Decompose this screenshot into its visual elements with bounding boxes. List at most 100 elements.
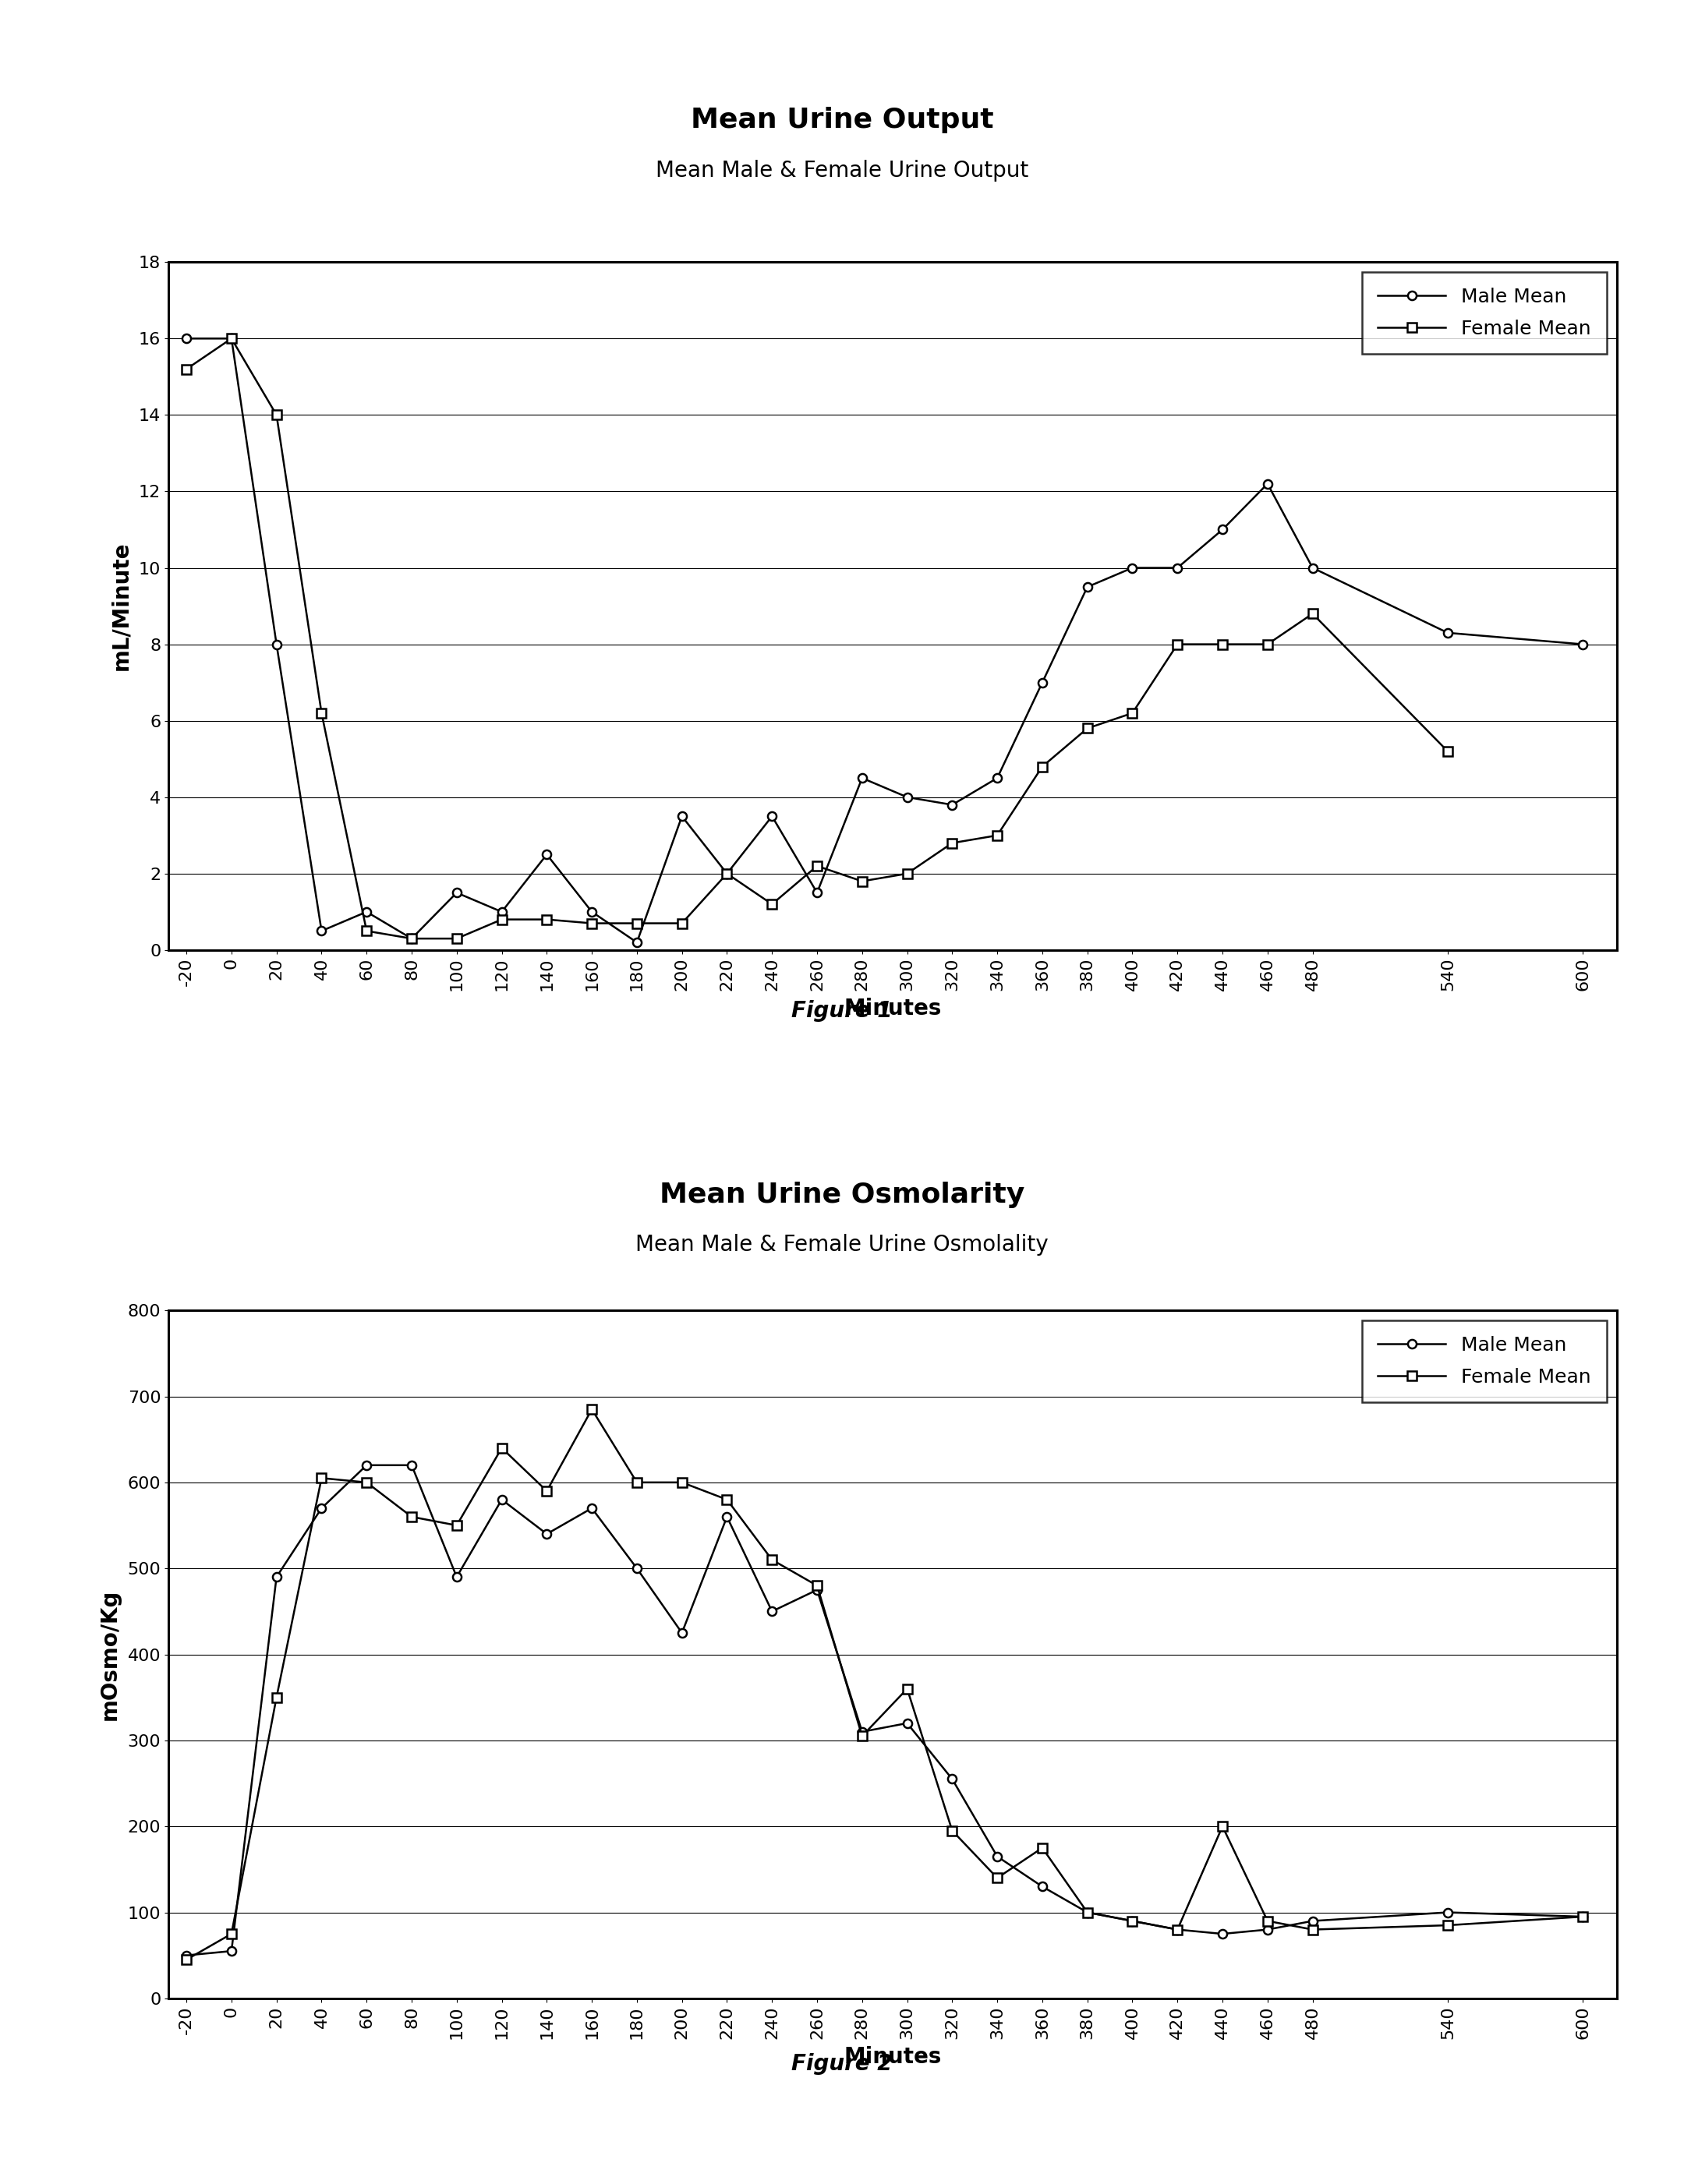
Female Mean: [941, 830, 962, 856]
Female Mean: [357, 917, 377, 943]
Male Mean: [446, 1564, 466, 1590]
Female Mean: [807, 854, 827, 880]
Male Mean: [717, 1503, 738, 1529]
Male Mean: [1302, 555, 1322, 581]
Legend: Male Mean, Female Mean: Male Mean, Female Mean: [1362, 271, 1607, 354]
Male Mean: [852, 1719, 872, 1745]
Male Mean: [1032, 1874, 1052, 1900]
Line: Female Mean: Female Mean: [182, 334, 1452, 943]
Male Mean: [492, 900, 512, 926]
Male Mean: [401, 926, 421, 952]
Female Mean: [401, 926, 421, 952]
Male Mean: [357, 900, 377, 926]
Female Mean: [177, 1946, 197, 1972]
Female Mean: [1122, 1909, 1142, 1935]
Female Mean: [221, 325, 241, 352]
Male Mean: [537, 1520, 557, 1546]
Female Mean: [266, 1684, 286, 1710]
Legend: Male Mean, Female Mean: Male Mean, Female Mean: [1362, 1319, 1607, 1402]
Male Mean: [446, 880, 466, 906]
Female Mean: [898, 860, 918, 887]
Male Mean: [1078, 1900, 1098, 1926]
Female Mean: [717, 860, 738, 887]
Female Mean: [492, 1435, 512, 1461]
Line: Male Mean: Male Mean: [182, 1461, 1588, 1959]
Female Mean: [626, 911, 647, 937]
Female Mean: [1302, 601, 1322, 627]
Male Mean: [581, 900, 601, 926]
Male Mean: [898, 1710, 918, 1736]
Male Mean: [1122, 555, 1142, 581]
Male Mean: [672, 804, 692, 830]
Male Mean: [898, 784, 918, 810]
Male Mean: [492, 1487, 512, 1514]
Male Mean: [1212, 518, 1233, 544]
Male Mean: [1573, 1904, 1593, 1931]
Female Mean: [1078, 1900, 1098, 1926]
Female Mean: [1573, 1904, 1593, 1931]
Female Mean: [1212, 631, 1233, 657]
Female Mean: [987, 1865, 1007, 1891]
Male Mean: [1167, 1918, 1187, 1944]
Female Mean: [717, 1487, 738, 1514]
Female Mean: [1258, 1909, 1278, 1935]
Female Mean: [537, 906, 557, 933]
Female Mean: [672, 1470, 692, 1496]
Female Mean: [357, 1470, 377, 1496]
Male Mean: [626, 1555, 647, 1581]
Female Mean: [266, 402, 286, 428]
Female Mean: [312, 699, 332, 725]
Female Mean: [941, 1817, 962, 1843]
Female Mean: [492, 906, 512, 933]
Y-axis label: mOsmo/Kg: mOsmo/Kg: [99, 1588, 121, 1721]
Female Mean: [761, 891, 781, 917]
Text: Mean Male & Female Urine Osmolality: Mean Male & Female Urine Osmolality: [635, 1234, 1049, 1256]
Male Mean: [1167, 555, 1187, 581]
Male Mean: [581, 1496, 601, 1522]
Male Mean: [266, 631, 286, 657]
Male Mean: [626, 930, 647, 957]
Female Mean: [1212, 1813, 1233, 1839]
Female Mean: [807, 1572, 827, 1599]
Male Mean: [852, 764, 872, 791]
Text: Figure 1: Figure 1: [791, 1000, 893, 1022]
Female Mean: [537, 1479, 557, 1505]
Male Mean: [221, 325, 241, 352]
Female Mean: [221, 1920, 241, 1946]
Text: Mean Urine Output: Mean Urine Output: [690, 107, 994, 133]
Male Mean: [761, 1599, 781, 1625]
Female Mean: [626, 1470, 647, 1496]
Female Mean: [581, 1396, 601, 1422]
Female Mean: [898, 1675, 918, 1701]
Male Mean: [1438, 1900, 1458, 1926]
Male Mean: [1122, 1909, 1142, 1935]
Male Mean: [266, 1564, 286, 1590]
Female Mean: [1258, 631, 1278, 657]
Male Mean: [401, 1452, 421, 1479]
Y-axis label: mL/Minute: mL/Minute: [111, 542, 133, 670]
Male Mean: [761, 804, 781, 830]
Male Mean: [537, 841, 557, 867]
Male Mean: [1258, 1918, 1278, 1944]
Female Mean: [1167, 631, 1187, 657]
Female Mean: [1438, 1913, 1458, 1939]
Female Mean: [1078, 716, 1098, 743]
Female Mean: [312, 1465, 332, 1492]
Female Mean: [446, 1511, 466, 1538]
Female Mean: [1438, 738, 1458, 764]
Text: Mean Urine Osmolarity: Mean Urine Osmolarity: [660, 1182, 1024, 1208]
Female Mean: [1032, 1835, 1052, 1861]
Male Mean: [1573, 631, 1593, 657]
Male Mean: [941, 1767, 962, 1793]
X-axis label: Minutes: Minutes: [844, 998, 941, 1020]
Female Mean: [1032, 753, 1052, 780]
Female Mean: [581, 911, 601, 937]
Male Mean: [177, 325, 197, 352]
Female Mean: [852, 1723, 872, 1749]
Line: Male Mean: Male Mean: [182, 334, 1588, 946]
Female Mean: [401, 1503, 421, 1529]
Male Mean: [987, 764, 1007, 791]
Male Mean: [987, 1843, 1007, 1870]
Male Mean: [312, 917, 332, 943]
Male Mean: [357, 1452, 377, 1479]
